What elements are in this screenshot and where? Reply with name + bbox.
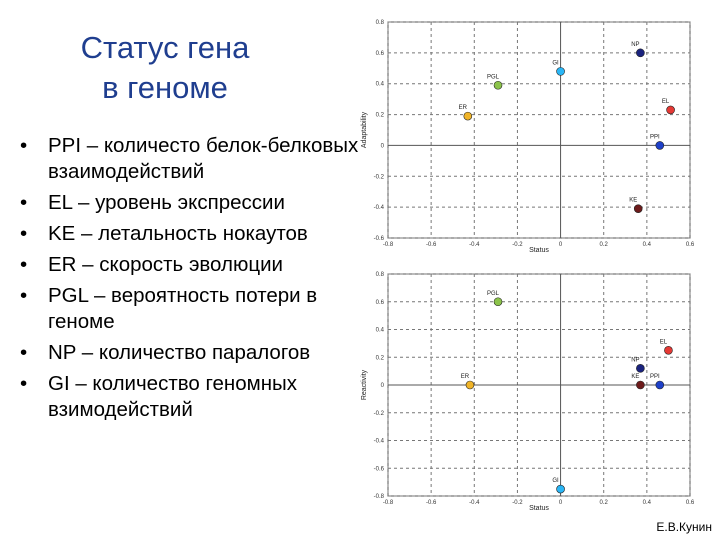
data-point-label: GI: [552, 60, 559, 66]
y-tick-label: 0: [381, 143, 385, 149]
data-point-label: NP: [631, 357, 639, 363]
title-line-1: Статус гена: [80, 30, 250, 65]
x-tick-label: 0.6: [686, 500, 695, 506]
data-point-label: PPI: [650, 374, 660, 380]
author-credit: Е.В.Кунин: [656, 520, 712, 534]
x-tick-label: 0: [559, 500, 563, 506]
bullet-list: PPI – количесто белок-белковых взаимодей…: [20, 133, 360, 428]
x-tick-label: 0.6: [686, 242, 695, 248]
adaptability-scatter-chart: -0.8 -0.6 -0.4 -0.2 0 0.2 0.4 0.6-0.6-0.4-0.200…: [361, 20, 695, 252]
bullet-item: PPI – количесто белок-белковых взаимодей…: [20, 133, 360, 185]
data-point-label: NP: [631, 42, 639, 48]
y-axis-label: Adaptability: [361, 111, 368, 148]
data-point: [655, 380, 665, 390]
y-axis-label: Reactivity: [361, 369, 368, 400]
y-tick-label: 0.6: [376, 300, 385, 306]
y-tick-label: 0.6: [376, 51, 385, 57]
x-axis-label: Status: [529, 247, 549, 252]
data-point: [636, 48, 645, 58]
data-point: [636, 380, 645, 390]
bullet-item: ER – скорость эволюции: [20, 252, 360, 278]
y-tick-label: -0.4: [374, 439, 385, 445]
bullet-item: NP – количество паралогов: [20, 340, 360, 366]
x-tick-label: -0.6: [426, 242, 437, 248]
data-point-label: GI: [552, 478, 559, 484]
data-point: [655, 141, 665, 150]
x-tick-label: -0.2: [512, 242, 523, 248]
y-tick-label: -0.2: [374, 411, 385, 417]
data-point: [493, 297, 503, 307]
x-tick-label: -0.2: [512, 500, 523, 506]
x-tick-label: 0.2: [600, 242, 609, 248]
y-tick-label: 0.4: [376, 82, 385, 88]
x-tick-label: -0.4: [469, 500, 480, 506]
title-line-2: в геноме: [102, 70, 228, 105]
y-tick-label: -0.4: [374, 205, 385, 211]
page-title: Статус гена в геноме: [40, 28, 290, 108]
bullet-item: KE – летальность нокаутов: [20, 221, 360, 247]
data-point: [666, 105, 675, 115]
bullet-item: GI – количество геномных взимодействий: [20, 371, 360, 423]
data-point-label: ER: [459, 105, 468, 111]
y-tick-label: 0: [381, 383, 385, 389]
data-point-label: PGL: [487, 291, 500, 297]
bullet-item: EL – уровень экспрессии: [20, 190, 360, 216]
data-point-label: EL: [660, 339, 668, 345]
data-point-label: PPI: [650, 134, 660, 140]
data-point-label: KE: [631, 374, 639, 380]
data-point: [636, 364, 645, 373]
x-tick-label: -0.4: [469, 242, 480, 248]
x-tick-label: -0.8: [383, 242, 394, 248]
data-point-label: KE: [629, 198, 637, 204]
data-point: [556, 67, 565, 76]
x-tick-label: -0.6: [426, 500, 437, 506]
data-point: [664, 346, 673, 355]
y-tick-label: 0.2: [376, 113, 385, 119]
x-tick-label: 0: [559, 242, 563, 248]
y-tick-label: -0.6: [374, 466, 385, 472]
y-tick-label: 0.4: [376, 328, 385, 334]
x-tick-label: 0.2: [600, 500, 609, 506]
data-point: [463, 111, 473, 121]
plot-frame: [387, 21, 691, 239]
data-point: [465, 380, 475, 390]
y-tick-label: -0.6: [374, 236, 385, 242]
data-point-label: ER: [461, 374, 470, 380]
data-point: [493, 80, 503, 90]
y-tick-label: -0.8: [374, 494, 385, 500]
data-point: [556, 484, 565, 494]
x-tick-label: 0.4: [643, 242, 652, 248]
y-tick-label: 0.8: [376, 20, 385, 26]
data-point-label: PGL: [487, 74, 500, 80]
bullet-item: PGL – вероятность потери в геноме: [20, 283, 360, 335]
y-tick-label: 0.8: [376, 272, 385, 278]
y-tick-label: -0.2: [374, 174, 385, 180]
x-axis-label: Status: [529, 505, 549, 512]
y-tick-label: 0.2: [376, 355, 385, 361]
x-tick-label: 0.4: [643, 500, 652, 506]
reactivity-scatter-chart: -0.8 -0.6 -0.4 -0.2 0 0.2 0.4 0.6 -0.8 -0.6 -0.4 -0…: [361, 272, 695, 512]
data-point: [633, 204, 643, 213]
data-point-label: EL: [662, 99, 670, 105]
x-tick-label: -0.8: [383, 500, 394, 506]
